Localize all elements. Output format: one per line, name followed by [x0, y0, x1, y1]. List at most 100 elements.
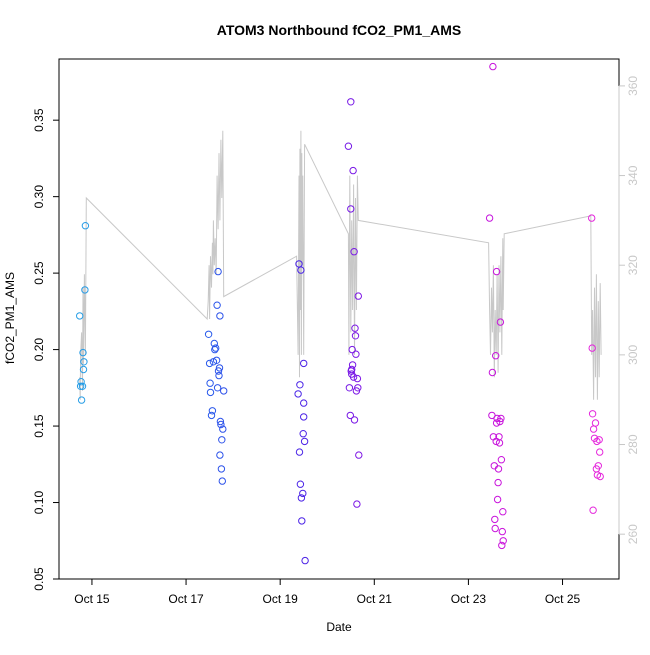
- data-point: [349, 166, 357, 175]
- data-point: [300, 399, 308, 407]
- data-point: [217, 465, 226, 473]
- data-point: [499, 537, 507, 545]
- data-point: [485, 214, 494, 222]
- data-point: [218, 477, 227, 485]
- data-point: [489, 62, 497, 71]
- data-point: [588, 344, 596, 352]
- x-tick-label: Oct 23: [451, 592, 487, 606]
- data-point: [215, 371, 223, 380]
- data-point: [296, 480, 305, 488]
- x-tick-label: Oct 17: [168, 592, 204, 606]
- data-point: [79, 365, 88, 374]
- x-tick-label: Oct 21: [357, 592, 393, 606]
- data-point: [205, 359, 214, 368]
- data-point: [354, 292, 362, 300]
- data-point: [76, 382, 85, 390]
- y-axis-label: fCO2_PM1_AMS: [3, 272, 17, 364]
- data-point: [206, 379, 214, 387]
- data-point: [218, 436, 226, 444]
- data-point: [350, 416, 359, 424]
- data-point: [494, 478, 502, 487]
- data-point: [77, 378, 85, 386]
- y-tick-label: 0.10: [32, 491, 46, 515]
- data-point: [348, 365, 356, 374]
- data-point: [345, 384, 354, 392]
- data-point: [294, 390, 302, 398]
- data-point: [214, 267, 222, 276]
- data-point: [355, 451, 363, 459]
- data-point: [496, 318, 505, 326]
- data-point: [492, 419, 501, 427]
- secondary-trace-layer: [79, 130, 602, 400]
- data-point: [212, 344, 220, 352]
- data-point: [352, 350, 360, 358]
- y-tick-label: 0.20: [32, 338, 46, 362]
- data-point: [208, 407, 217, 415]
- y2-tick-label: 320: [626, 255, 640, 275]
- data-point: [211, 345, 219, 354]
- y2-tick-label: 260: [626, 524, 640, 544]
- secondary-trace-line: [79, 130, 602, 400]
- data-point: [213, 384, 222, 392]
- data-point: [491, 515, 499, 524]
- data-point: [488, 368, 497, 377]
- data-point: [354, 384, 362, 392]
- y-tick-label: 0.15: [32, 414, 46, 438]
- data-point: [497, 456, 506, 464]
- data-point: [344, 142, 353, 150]
- y2-tick-label: 360: [626, 76, 640, 96]
- data-point: [214, 367, 223, 375]
- data-point: [596, 472, 604, 481]
- y-tick-label: 0.35: [32, 108, 46, 132]
- data-point: [588, 214, 596, 222]
- data-point: [497, 414, 505, 423]
- x-axis: Oct 15 Oct 17 Oct 19 Oct 21 Oct 23 Oct 25: [74, 578, 581, 606]
- data-point: [299, 430, 307, 438]
- data-point: [297, 266, 305, 274]
- y2-tick-label: 280: [626, 434, 640, 454]
- data-point: [346, 411, 354, 420]
- data-point: [593, 437, 601, 446]
- data-point: [353, 500, 361, 508]
- data-point: [217, 420, 225, 429]
- points-layer: [76, 62, 604, 565]
- data-point: [588, 410, 597, 418]
- y-tick-label: 0.30: [32, 185, 46, 209]
- data-point: [295, 448, 304, 456]
- data-point: [491, 524, 499, 533]
- data-point: [494, 465, 503, 473]
- data-point: [353, 374, 362, 383]
- data-point: [297, 494, 306, 502]
- x-tick-label: Oct 19: [262, 592, 298, 606]
- data-point: [498, 541, 506, 550]
- data-point: [220, 387, 228, 395]
- data-point: [594, 462, 602, 470]
- data-point: [351, 332, 360, 340]
- data-point: [76, 312, 84, 320]
- data-point: [296, 381, 304, 389]
- data-point: [213, 301, 221, 309]
- data-point: [78, 382, 87, 390]
- y-tick-label: 0.25: [32, 261, 46, 285]
- data-point: [298, 517, 306, 525]
- data-point: [591, 419, 600, 427]
- data-point: [595, 436, 603, 444]
- x-axis-label: Date: [326, 620, 352, 634]
- data-point: [589, 506, 597, 514]
- data-point: [216, 417, 225, 426]
- data-point: [492, 267, 501, 276]
- data-point: [300, 359, 308, 368]
- data-point: [589, 425, 598, 433]
- chart-title: ATOM3 Northbound fCO2_PM1_AMS: [217, 22, 462, 38]
- y-tick-label: 0.05: [32, 567, 46, 591]
- data-point: [80, 358, 88, 366]
- y2-tick-label: 300: [626, 345, 640, 365]
- data-point: [81, 222, 90, 230]
- data-point: [596, 448, 604, 456]
- plot-area: [58, 58, 620, 580]
- data-point: [300, 413, 308, 421]
- y-axis-right: 260 280 300 320 340 360: [618, 76, 640, 544]
- y-axis-left: 0.05 0.10 0.15 0.20 0.25 0.30 0.35: [32, 108, 60, 591]
- data-point: [499, 508, 507, 516]
